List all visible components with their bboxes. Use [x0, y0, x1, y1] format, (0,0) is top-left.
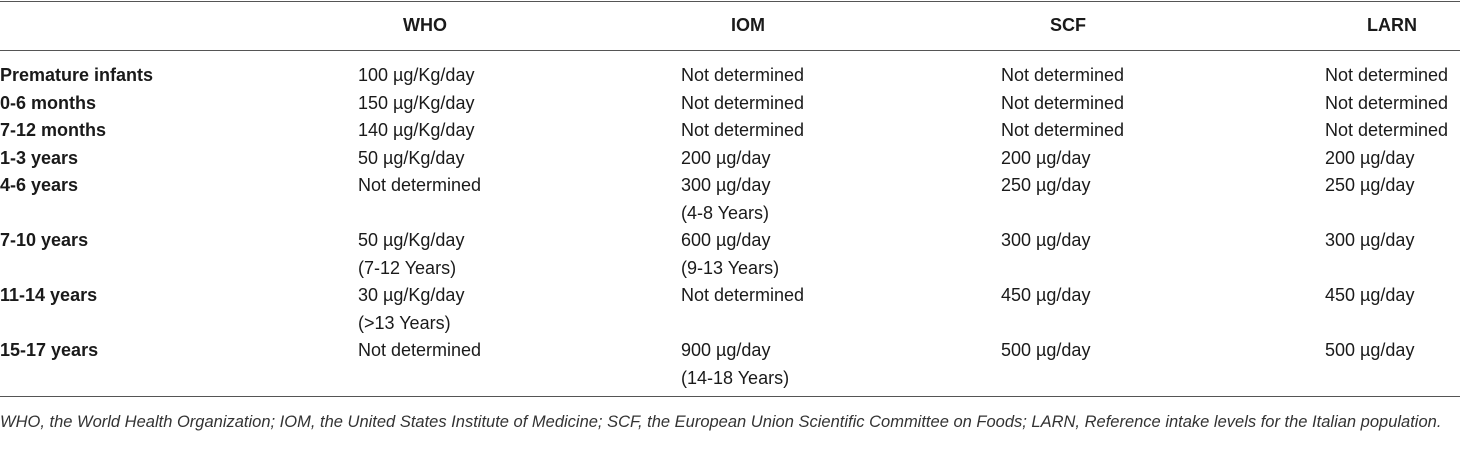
- cell-text: 300 µg/day: [1001, 230, 1091, 250]
- cell-text: 150 µg/Kg/day: [358, 92, 475, 113]
- bottom-rule: [0, 396, 1460, 397]
- cell-text: 200 µg/day: [681, 147, 771, 168]
- cell-text: Not determined: [1325, 65, 1449, 85]
- cell-text: Not determined: [1325, 120, 1449, 140]
- cell-text: Not determined: [681, 285, 805, 305]
- row-label: 11-14 years: [0, 285, 98, 305]
- cell-text: 100 µg/Kg/day: [358, 65, 475, 85]
- cell-text: (14-18 Years): [681, 367, 790, 388]
- cell-text: 50 µg/Kg/day: [358, 230, 465, 250]
- cell-text: Not determined: [1001, 120, 1125, 140]
- row-label: 1-3 years: [0, 147, 79, 168]
- cell-text: (9-13 Years): [681, 257, 780, 278]
- column-header: LARN: [1367, 15, 1417, 35]
- row-label: 7-12 months: [0, 120, 107, 140]
- cell-text: 140 µg/Kg/day: [358, 120, 475, 140]
- cell-text: Not determined: [358, 175, 482, 195]
- cell-text: 30 µg/Kg/day: [358, 285, 465, 305]
- cell-text: Not determined: [681, 65, 805, 85]
- cell-text: Not determined: [358, 340, 482, 360]
- footnote: WHO, the World Health Organization; IOM,…: [0, 413, 1442, 431]
- row-label: 0-6 months: [0, 92, 97, 113]
- cell-text: (4-8 Years): [681, 202, 770, 223]
- cell-text: 200 µg/day: [1001, 147, 1091, 168]
- cell-text: 450 µg/day: [1325, 285, 1415, 305]
- cell-text: 600 µg/day: [681, 230, 771, 250]
- cell-text: 300 µg/day: [681, 175, 771, 195]
- cell-text: Not determined: [1001, 65, 1125, 85]
- cell-text: Not determined: [681, 120, 805, 140]
- row-label: 4-6 years: [0, 175, 79, 195]
- row-label: 15-17 years: [0, 340, 99, 360]
- column-header: WHO: [403, 15, 447, 35]
- cell-text: Not determined: [1001, 92, 1125, 113]
- cell-text: 250 µg/day: [1325, 175, 1415, 195]
- cell-text: 50 µg/Kg/day: [358, 147, 465, 168]
- header-rule: [0, 50, 1460, 51]
- row-label: 7-10 years: [0, 230, 89, 250]
- cell-text: 450 µg/day: [1001, 285, 1091, 305]
- cell-text: 300 µg/day: [1325, 230, 1415, 250]
- column-header: IOM: [731, 15, 765, 35]
- cell-text: Not determined: [1325, 92, 1449, 113]
- cell-text: 500 µg/day: [1001, 340, 1091, 360]
- cell-text: 500 µg/day: [1325, 340, 1415, 360]
- cell-text: 250 µg/day: [1001, 175, 1091, 195]
- cell-text: 900 µg/day: [681, 340, 771, 360]
- cell-text: 200 µg/day: [1325, 147, 1415, 168]
- cell-text: Not determined: [681, 92, 805, 113]
- column-header: SCF: [1050, 15, 1086, 35]
- cell-text: (>13 Years): [358, 312, 451, 333]
- row-label: Premature infants: [0, 65, 154, 85]
- top-rule: [0, 1, 1460, 2]
- cell-text: (7-12 Years): [358, 257, 457, 278]
